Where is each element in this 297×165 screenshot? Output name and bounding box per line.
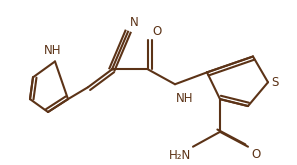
Text: NH: NH (176, 92, 194, 105)
Text: H₂N: H₂N (169, 149, 191, 162)
Text: S: S (271, 76, 278, 89)
Text: N: N (130, 16, 139, 29)
Text: O: O (152, 25, 161, 38)
Text: O: O (251, 148, 260, 161)
Text: NH: NH (44, 45, 62, 57)
